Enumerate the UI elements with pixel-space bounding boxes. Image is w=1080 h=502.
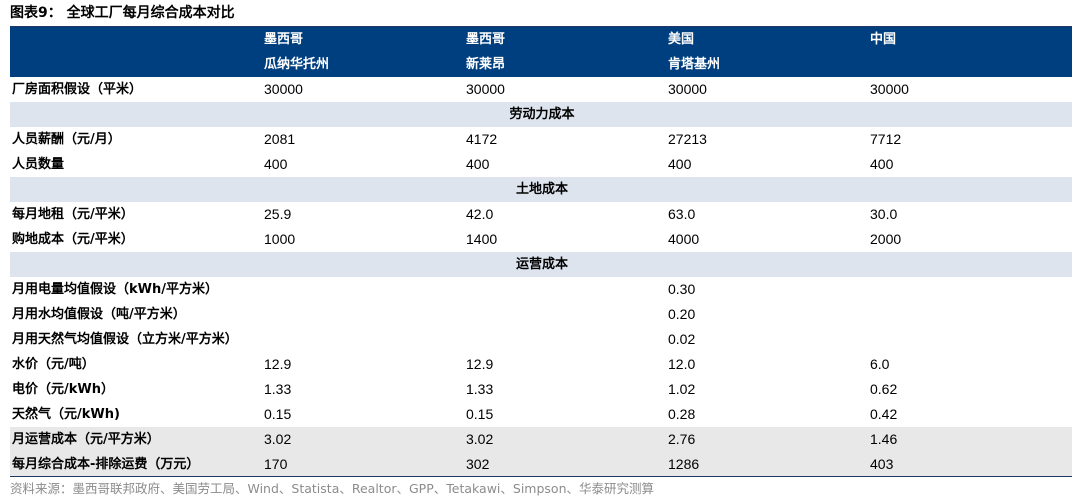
cell: 4000 bbox=[668, 231, 700, 247]
table-row: 厂房面积假设（平米） 30000 30000 30000 30000 bbox=[10, 77, 1072, 102]
row-label: 每月综合成本-排除运费（万元） bbox=[10, 452, 262, 477]
table-row: 人员数量 400 400 400 400 bbox=[10, 152, 1072, 177]
cell: 1.46 bbox=[868, 427, 1072, 452]
row-label: 月用电量均值假设（kWh/平方米） bbox=[12, 282, 218, 297]
cell: 170 bbox=[262, 452, 464, 477]
bottom-rule bbox=[10, 476, 1072, 477]
cell: 25.9 bbox=[264, 206, 292, 222]
cell: 30000 bbox=[870, 81, 909, 97]
table-row: 月用电量均值假设（kWh/平方米） 0.30 bbox=[10, 277, 1072, 302]
table-row: 人员薪酬（元/月） 2081 4172 27213 7712 bbox=[10, 127, 1072, 152]
cell: 0.42 bbox=[870, 406, 898, 422]
table-row: 天然气（元/kWh) 0.15 0.15 0.28 0.42 bbox=[10, 402, 1072, 427]
page-title: 图表9： 全球工厂每月综合成本对比 bbox=[10, 5, 235, 21]
cell: 400 bbox=[264, 156, 288, 172]
header-col4-country: 中国 bbox=[868, 27, 1072, 52]
header-blank bbox=[10, 27, 262, 52]
header-col1-region: 瓜纳华托州 bbox=[262, 52, 464, 77]
table-row: 月用水均值假设（吨/平方米） 0.20 bbox=[10, 302, 1072, 327]
section-title: 土地成本 bbox=[10, 177, 1072, 202]
row-label: 月用天然气均值假设（立方米/平方米） bbox=[12, 332, 238, 347]
row-label: 天然气（元/kWh) bbox=[12, 407, 120, 422]
cell: 1000 bbox=[264, 231, 296, 247]
cell: 30000 bbox=[264, 81, 303, 97]
cell: 0.28 bbox=[668, 406, 696, 422]
cell: 400 bbox=[870, 156, 894, 172]
source-note: 资料来源：墨西哥联邦政府、美国劳工局、Wind、Statista、Realtor… bbox=[10, 481, 654, 496]
header-col2-region: 新莱昂 bbox=[464, 52, 666, 77]
cell: 1.02 bbox=[668, 381, 696, 397]
section-row-labor: 劳动力成本 bbox=[10, 102, 1072, 127]
row-label: 每月地租（元/平米） bbox=[12, 207, 134, 222]
cell: 12.0 bbox=[668, 356, 696, 372]
cell: 1.33 bbox=[466, 381, 494, 397]
cost-table: 墨西哥 墨西哥 美国 中国 瓜纳华托州 新莱昂 肯塔基州 厂房面积假设（平米） … bbox=[10, 27, 1072, 477]
cell: 27213 bbox=[668, 131, 707, 147]
section-row-ops: 运营成本 bbox=[10, 252, 1072, 277]
section-title: 劳动力成本 bbox=[10, 102, 1072, 127]
row-label: 人员数量 bbox=[12, 157, 65, 172]
cell: 4172 bbox=[466, 131, 498, 147]
table-row: 购地成本（元/平米） 1000 1400 4000 2000 bbox=[10, 227, 1072, 252]
cell: 0.02 bbox=[668, 331, 696, 347]
table-row: 水价（元/吨） 12.9 12.9 12.0 6.0 bbox=[10, 352, 1072, 377]
cell: 0.15 bbox=[466, 406, 494, 422]
top-rule bbox=[10, 26, 1072, 27]
cell: 0.30 bbox=[668, 281, 696, 297]
cell: 2000 bbox=[870, 231, 902, 247]
row-label: 水价（元/吨） bbox=[12, 357, 95, 372]
cell: 403 bbox=[868, 452, 1072, 477]
cell: 12.9 bbox=[466, 356, 494, 372]
cell: 30.0 bbox=[870, 206, 898, 222]
header-col3-region: 肯塔基州 bbox=[666, 52, 868, 77]
cell: 2.76 bbox=[666, 427, 868, 452]
row-label: 月运营成本（元/平方米） bbox=[10, 427, 262, 452]
row-label: 月用水均值假设（吨/平方米） bbox=[12, 307, 186, 322]
cell: 1.33 bbox=[264, 381, 292, 397]
cell: 400 bbox=[668, 156, 692, 172]
section-title: 运营成本 bbox=[10, 252, 1072, 277]
cell: 42.0 bbox=[466, 206, 494, 222]
header-row-2: 瓜纳华托州 新莱昂 肯塔基州 bbox=[10, 52, 1072, 77]
header-row-1: 墨西哥 墨西哥 美国 中国 bbox=[10, 27, 1072, 52]
header-blank bbox=[10, 52, 262, 77]
section-row-land: 土地成本 bbox=[10, 177, 1072, 202]
cell: 63.0 bbox=[668, 206, 696, 222]
cell: 3.02 bbox=[262, 427, 464, 452]
row-label: 购地成本（元/平米） bbox=[12, 232, 134, 247]
row-label: 电价（元/kWh） bbox=[12, 382, 114, 397]
row-label: 厂房面积假设（平米） bbox=[12, 82, 143, 97]
header-col2-country: 墨西哥 bbox=[464, 27, 666, 52]
table-row: 每月综合成本-排除运费（万元） 170 302 1286 403 bbox=[10, 452, 1072, 477]
cell: 400 bbox=[466, 156, 490, 172]
cell: 30000 bbox=[668, 81, 707, 97]
cell: 12.9 bbox=[264, 356, 292, 372]
table-row: 月运营成本（元/平方米） 3.02 3.02 2.76 1.46 bbox=[10, 427, 1072, 452]
cell: 0.15 bbox=[264, 406, 292, 422]
cell: 30000 bbox=[466, 81, 505, 97]
header-col3-country: 美国 bbox=[666, 27, 868, 52]
table-row: 月用天然气均值假设（立方米/平方米） 0.02 bbox=[10, 327, 1072, 352]
header-col1-country: 墨西哥 bbox=[262, 27, 464, 52]
table-row: 电价（元/kWh） 1.33 1.33 1.02 0.62 bbox=[10, 377, 1072, 402]
cell: 1400 bbox=[466, 231, 498, 247]
cell: 7712 bbox=[870, 131, 902, 147]
cell: 3.02 bbox=[464, 427, 666, 452]
row-label: 人员薪酬（元/月） bbox=[12, 132, 121, 147]
cell: 302 bbox=[464, 452, 666, 477]
cell: 2081 bbox=[264, 131, 296, 147]
table-row: 每月地租（元/平米） 25.9 42.0 63.0 30.0 bbox=[10, 202, 1072, 227]
cell: 0.20 bbox=[668, 306, 696, 322]
cell: 6.0 bbox=[870, 356, 890, 372]
header-col4-region bbox=[868, 52, 1072, 77]
cell: 0.62 bbox=[870, 381, 898, 397]
cell: 1286 bbox=[666, 452, 868, 477]
